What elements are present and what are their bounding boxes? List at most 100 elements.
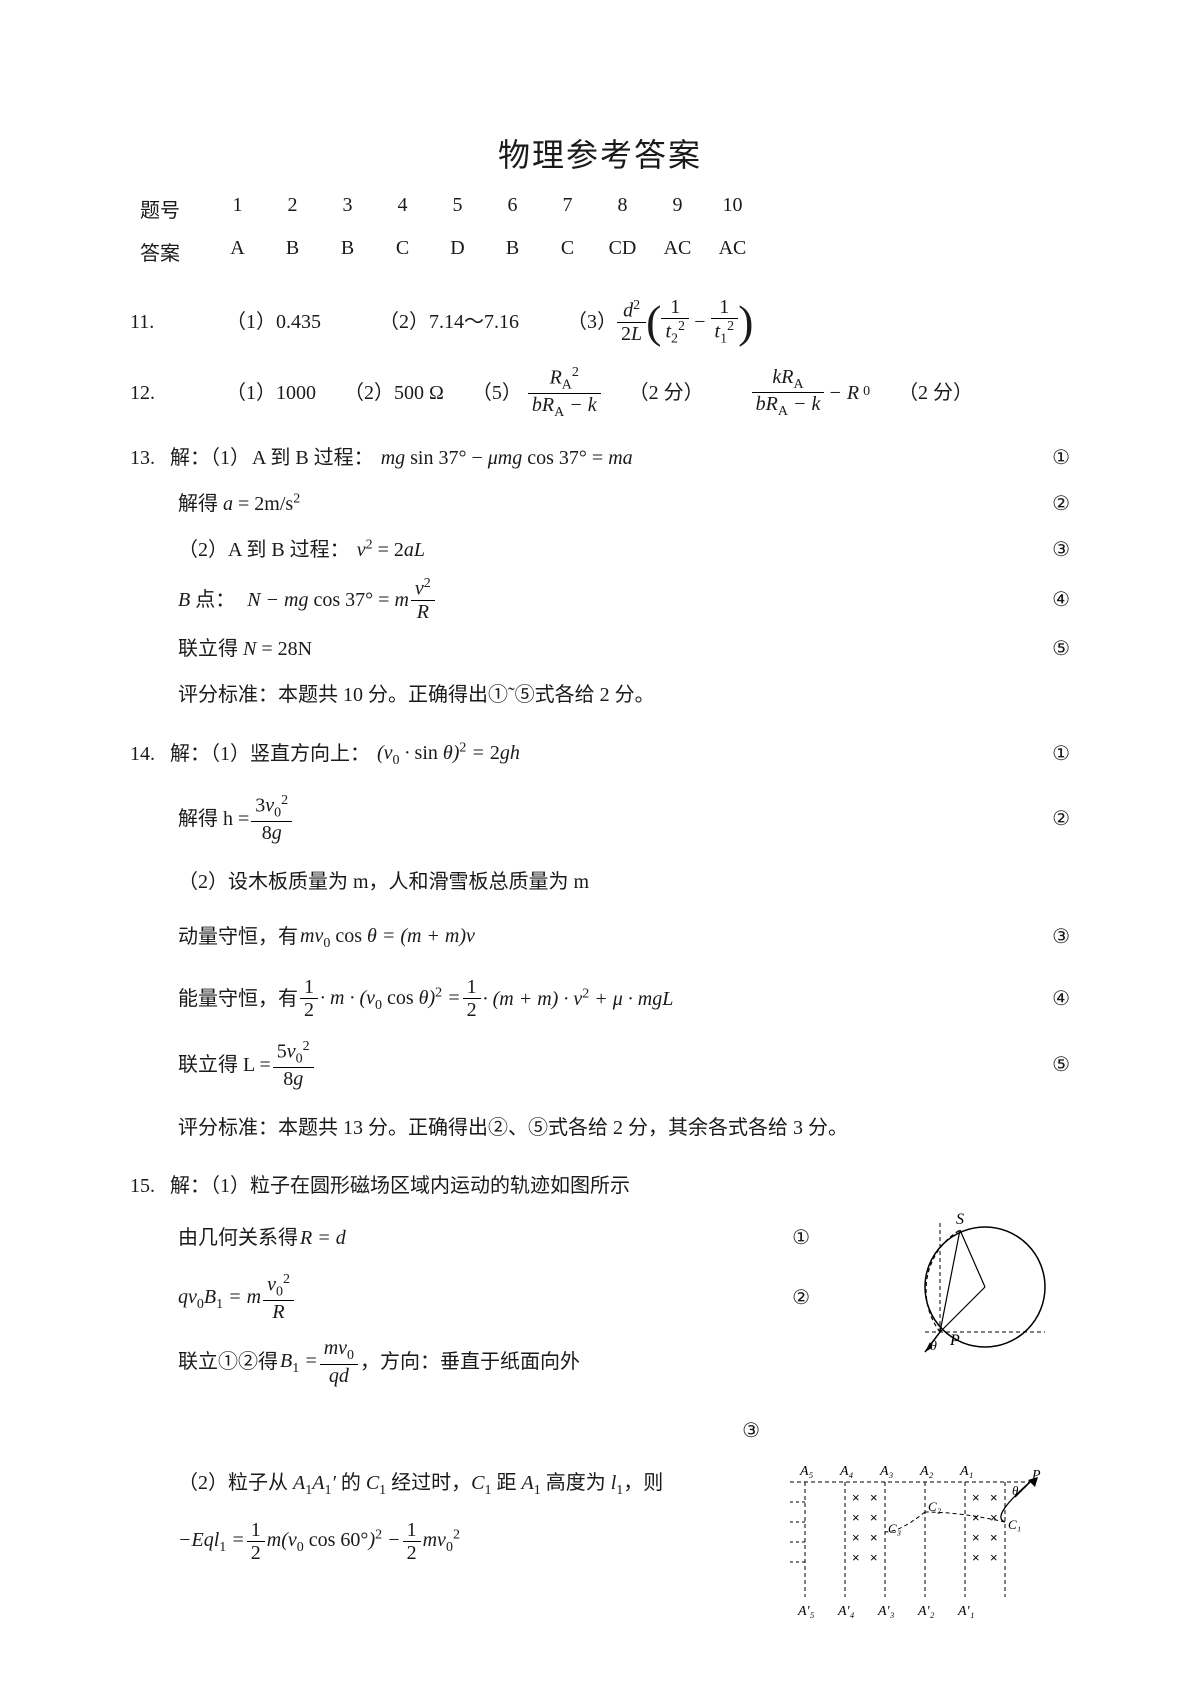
q12-score2: （2 分） [898, 371, 973, 415]
q13-c2: ② [1046, 484, 1070, 524]
ans-2: B [265, 237, 320, 266]
q14-l1a: 解：（1）竖直方向上： [170, 734, 370, 774]
q14-c3: ③ [1046, 917, 1070, 957]
q12-p2: （2）500 Ω [344, 371, 444, 415]
answer-table: 题号 1 2 3 4 5 6 7 8 9 10 答案 A B B C D B C… [140, 194, 1070, 266]
ans-1: A [210, 237, 265, 266]
q13-l1a: 解：（1） [170, 438, 250, 478]
q14-l3: （2）设木板质量为 m，人和滑雪板总质量为 m [178, 862, 589, 902]
q15-c2: ② [786, 1278, 810, 1318]
svg-text:×: × [990, 1530, 998, 1545]
q11-p3-label: （3） [567, 300, 617, 344]
svg-text:A′₂: A′₂ [917, 1604, 935, 1619]
q14-c1: ① [1046, 734, 1070, 774]
ans-10: AC [705, 237, 760, 266]
q15-eq: −Eql1 = [178, 1520, 245, 1562]
q11-p3-inner1: 1 t22 [661, 296, 689, 347]
col-8: 8 [595, 194, 650, 223]
svg-text:A′₃: A′₃ [877, 1604, 895, 1619]
q13: 13. 解：（1） A 到 B 过程： mg sin 37° − μmg cos… [130, 438, 1070, 715]
q11-p2: （2）7.14～7.16 [379, 300, 519, 344]
ans-3: B [320, 237, 375, 266]
svg-text:×: × [972, 1490, 980, 1505]
q15-l4-frac: mv0 qd [320, 1337, 358, 1386]
q15-diagram1: S P θ [890, 1202, 1070, 1372]
svg-text:A₅: A₅ [799, 1464, 814, 1479]
svg-text:×: × [870, 1550, 878, 1565]
col-1: 1 [210, 194, 265, 223]
svg-text:×: × [870, 1530, 878, 1545]
svg-text:P: P [949, 1332, 960, 1349]
q15-c3: ③ [736, 1411, 760, 1451]
q11-p3-frac: d2 2L [617, 298, 646, 345]
svg-text:A₁: A₁ [959, 1464, 973, 1479]
q13-l1c: mg sin 37° − μmg cos 37° = ma [376, 438, 633, 478]
q14-l6a: 联立得 L = [178, 1045, 271, 1085]
svg-text:×: × [972, 1510, 980, 1525]
q15-l5: （2）粒子从 A1A1′ 的 C1 经过时，C1 距 A1 高度为 l1，则 [178, 1463, 663, 1505]
col-4: 4 [375, 194, 430, 223]
ans-4: C [375, 237, 430, 266]
svg-text:×: × [852, 1490, 860, 1505]
q14-l5a: 能量守恒，有 [178, 979, 298, 1019]
q14-l2a: 解得 h = [178, 799, 249, 839]
q14-l4b: mv0 cos θ = (m + m)v [300, 916, 475, 958]
q13-l4b: N − mg cos 37° = m [237, 580, 409, 620]
q15-c1: ① [786, 1218, 810, 1258]
col-5: 5 [430, 194, 485, 223]
q14-c2: ② [1046, 799, 1070, 839]
q15-l2b: R = d [300, 1218, 346, 1258]
q12-p5-label: （5） [472, 371, 522, 415]
svg-text:θ: θ [930, 1339, 937, 1354]
q11-p3-inner2: 1 t12 [711, 296, 739, 347]
q15-l4a: 联立①②得 [178, 1342, 278, 1382]
q14: 14. 解：（1）竖直方向上： (v0 · sin θ)2 = 2gh ① 解得… [130, 733, 1070, 1148]
q12: 12. （1）1000 （2）500 Ω （5） RA2 bRA − k （2 … [130, 365, 1070, 420]
q12-p1: （1）1000 [226, 371, 316, 415]
svg-text:×: × [990, 1550, 998, 1565]
q11: 11. （1）0.435 （2）7.14～7.16 （3） d2 2L ( 1 … [130, 296, 1070, 347]
q15-diagram2: A₅ A₄ A₃ A₂ A₁ P θ A′₅ A′₄ A′₃ A′₂ A′₁ [780, 1457, 1070, 1627]
ans-9: AC [650, 237, 705, 266]
svg-text:×: × [972, 1550, 980, 1565]
q13-c3: ③ [1046, 530, 1070, 570]
q14-l4a: 动量守恒，有 [178, 917, 298, 957]
q14-c5: ⑤ [1046, 1045, 1070, 1085]
q12-score1: （2 分） [629, 371, 704, 415]
q13-num: 13. [130, 438, 168, 478]
svg-text:×: × [990, 1510, 998, 1525]
q14-score: 评分标准：本题共 13 分。正确得出②、⑤式各给 2 分，其余各式各给 3 分。 [178, 1108, 848, 1148]
col-7: 7 [540, 194, 595, 223]
svg-text:C₁: C₁ [1008, 1517, 1021, 1532]
q13-c1: ① [1046, 438, 1070, 478]
q14-l6-frac: 5v02 8g [273, 1039, 314, 1090]
q15-l3-frac: v02 R [263, 1272, 294, 1323]
q15: 15. 解：（1）粒子在圆形磁场区域内运动的轨迹如图所示 由几何关系得 R = … [130, 1166, 1070, 1626]
svg-text:A′₁: A′₁ [957, 1604, 974, 1619]
q13-score: 评分标准：本题共 10 分。正确得出①˜⑤式各给 2 分。 [178, 675, 655, 715]
svg-text:A₄: A₄ [839, 1464, 854, 1479]
svg-text:×: × [852, 1550, 860, 1565]
q13-l3b: v2 = 2aL [352, 530, 425, 570]
q13-l4-frac: v2 R [411, 576, 435, 623]
col-9: 9 [650, 194, 705, 223]
q14-l2-frac: 3v02 8g [251, 793, 292, 844]
col-3: 3 [320, 194, 375, 223]
page-title: 物理参考答案 [130, 130, 1070, 176]
q15-l4b: ，方向：垂直于纸面向外 [360, 1342, 580, 1382]
ans-5: D [430, 237, 485, 266]
ans-7: C [540, 237, 595, 266]
q13-l1b: A 到 B 过程： [252, 438, 374, 478]
q15-l3: qv0B1 = m [178, 1277, 261, 1319]
svg-text:A₃: A₃ [879, 1464, 894, 1479]
svg-text:A′₅: A′₅ [797, 1604, 815, 1619]
q14-l1b: (v0 · sin θ)2 = 2gh [372, 733, 520, 775]
q13-l2: 解得 a = 2m/s2 [178, 484, 300, 524]
col-2: 2 [265, 194, 320, 223]
svg-text:×: × [852, 1530, 860, 1545]
q15-num: 15. [130, 1166, 168, 1206]
svg-text:S: S [956, 1211, 964, 1228]
svg-text:×: × [852, 1510, 860, 1525]
q12-num: 12. [130, 371, 168, 415]
q12-p5b: kRA bRA − k − R0 [752, 366, 870, 420]
